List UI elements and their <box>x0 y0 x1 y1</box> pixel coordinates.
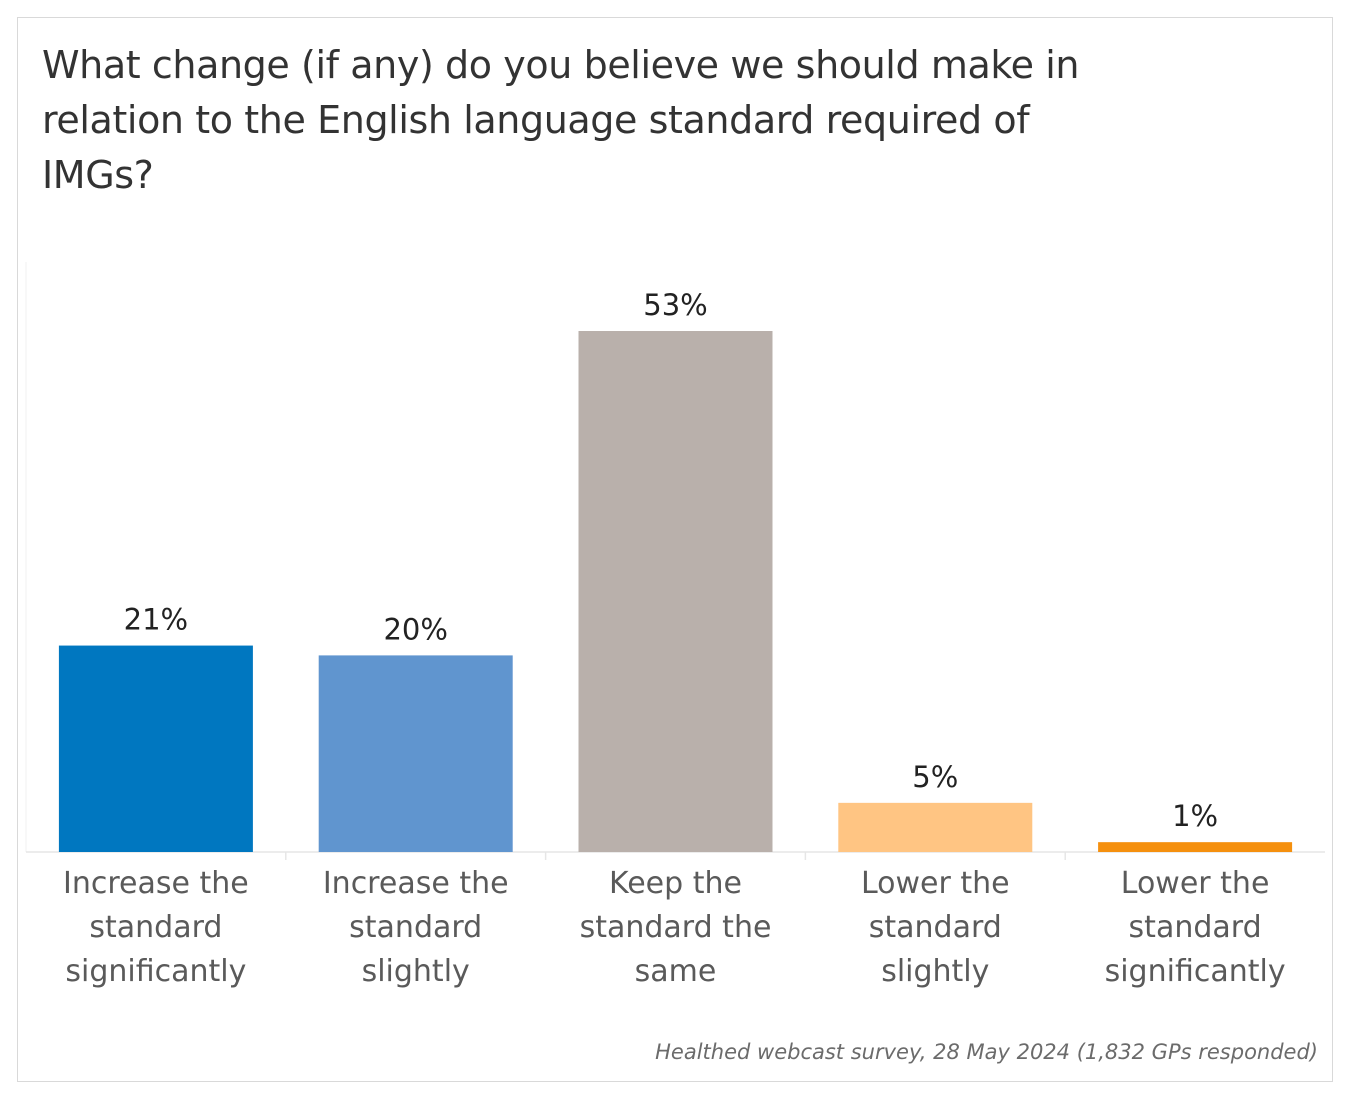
value-labels-layer: 21% 20% 53% 5% 1% <box>124 288 1218 833</box>
bars-layer <box>58 331 1293 852</box>
category-label-2: Increase the standard slightly <box>323 866 509 989</box>
value-label-5: 1% <box>1172 799 1218 833</box>
chart-title: What change (if any) do you believe we s… <box>42 43 1080 197</box>
category-labels-layer: Increase the standard significantly Increas… <box>63 852 1286 989</box>
bar-2 <box>318 655 513 852</box>
category-label-5: Lower the standard significantly <box>1105 866 1286 989</box>
value-label-2: 20% <box>383 612 447 646</box>
bar-3 <box>578 331 773 852</box>
value-label-1: 21% <box>124 603 188 637</box>
bar-5 <box>1098 842 1293 852</box>
category-label-1: Increase the standard significantly <box>63 866 249 989</box>
category-label-4: Lower the standard slightly <box>861 866 1010 989</box>
value-label-3: 53% <box>643 288 707 322</box>
bar-1 <box>58 645 253 852</box>
value-label-4: 5% <box>912 760 958 794</box>
source-caption: Healthed webcast survey, 28 May 2024 (1,… <box>655 1040 1318 1064</box>
bar-4 <box>838 802 1033 852</box>
category-label-3: Keep the standard the same <box>580 866 772 989</box>
